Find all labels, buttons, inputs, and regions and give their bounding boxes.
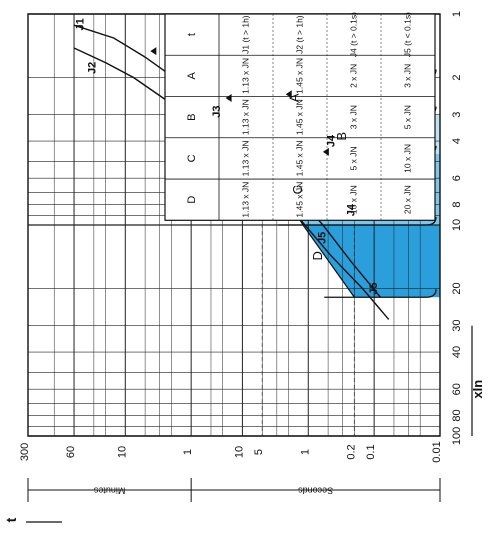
table-cell: 1.13 x JN bbox=[240, 140, 250, 176]
annotation-j2: J2 bbox=[86, 62, 98, 74]
x-tick-label: 30 bbox=[451, 320, 463, 332]
table-header-cell: t bbox=[186, 33, 198, 36]
table-cell: 20 x JN bbox=[402, 185, 412, 214]
y-axis-label: t bbox=[3, 517, 19, 522]
seconds-tick-label: 10 bbox=[233, 446, 245, 458]
region-label-a: A bbox=[286, 93, 301, 102]
minutes-tick-label: 1 bbox=[182, 449, 194, 455]
table-cell: J5 (t < 0.1s) bbox=[402, 12, 412, 57]
arrowhead bbox=[225, 93, 232, 102]
table-frame bbox=[164, 13, 436, 221]
table-cell: J1 (t > 1h) bbox=[240, 15, 250, 54]
annotation-j1: J1 bbox=[74, 18, 86, 30]
table-cell: 10 x JN bbox=[348, 185, 358, 214]
table-cell: 1.45 x JN bbox=[294, 182, 304, 218]
annotation-j4: J4 bbox=[325, 134, 337, 147]
annotation-j3: J3 bbox=[211, 105, 223, 117]
x-tick-label: 2 bbox=[451, 74, 463, 80]
x-axis: 1 2 3 4 6 8 10 20 30 40 60 80 100 xIn bbox=[451, 11, 485, 445]
seconds-tick-label: 0.2 bbox=[345, 444, 357, 459]
minutes-tick-label: 300 bbox=[19, 443, 31, 461]
x-tick-label: 8 bbox=[451, 201, 463, 207]
rating-table: t A B C D J1 (t > 1h) 1.13 x JN 1.13 x JN 1.13 x… bbox=[164, 12, 436, 221]
arrowhead bbox=[285, 90, 292, 99]
seconds-tick-label: 1 bbox=[299, 449, 311, 455]
table-cell: 1.13 x JN bbox=[240, 99, 250, 135]
region-label-c: C bbox=[290, 185, 305, 194]
annotation-j5: J5 bbox=[368, 282, 380, 294]
x-tick-label: 60 bbox=[451, 383, 463, 395]
x-tick-label: 3 bbox=[451, 112, 463, 118]
x-tick-label: 20 bbox=[451, 282, 463, 294]
table-cell: 1.45 x JN bbox=[294, 140, 304, 176]
table-cell: 1.13 x JN bbox=[240, 58, 250, 94]
x-tick-label: 40 bbox=[451, 346, 463, 358]
seconds-tick-label: 0.01 bbox=[431, 441, 443, 462]
x-tick-label: 4 bbox=[451, 138, 463, 144]
table-cell: 5 x JN bbox=[348, 146, 358, 170]
x-tick-label: 100 bbox=[451, 427, 463, 445]
annotation-j4: J4 bbox=[345, 203, 357, 216]
seconds-tick-label: 0.1 bbox=[365, 444, 377, 459]
table-cell: 10 x JN bbox=[402, 144, 412, 173]
annotation-j5: J5 bbox=[316, 232, 328, 244]
region-label-b: B bbox=[334, 132, 349, 141]
table-header-cell: C bbox=[186, 154, 198, 162]
table-cell: 3 x JN bbox=[348, 105, 358, 129]
table-cell: J2 (t > 1h) bbox=[294, 15, 304, 54]
table-header-cell: B bbox=[186, 113, 198, 120]
table-header-cell: A bbox=[186, 72, 198, 80]
x-tick-label: 10 bbox=[451, 219, 463, 231]
annotations-layer: J1 J2 J3 J4 J4 J5 J5 A B C D bbox=[74, 18, 380, 294]
boundary-e bbox=[324, 289, 437, 298]
arrowhead bbox=[150, 47, 157, 56]
boundary-d bbox=[278, 216, 437, 226]
table-cell: J4 (t > 0.1s) bbox=[348, 12, 358, 57]
x-tick-label: 1 bbox=[451, 11, 463, 17]
minutes-tick-label: 60 bbox=[65, 446, 77, 458]
arrowhead bbox=[322, 147, 329, 156]
minutes-tick-label: 10 bbox=[116, 446, 128, 458]
table-cell: 5 x JN bbox=[402, 105, 412, 129]
seconds-tick-label: 5 bbox=[253, 449, 265, 455]
table-cell: 3 x JN bbox=[402, 64, 412, 88]
x-tick-label: 80 bbox=[451, 409, 463, 421]
table-cell: 1.13 x JN bbox=[240, 182, 250, 218]
region-label-d: D bbox=[310, 251, 325, 260]
minutes-label: Minutes bbox=[93, 486, 125, 496]
y-axis: 300 60 10 1 10 5 1 0.2 0.1 0.01 Minutes Seconds t bbox=[3, 441, 443, 523]
table-header-cell: D bbox=[186, 196, 198, 204]
x-tick-label: 6 bbox=[451, 175, 463, 181]
table-cell: 1.45 x JN bbox=[294, 58, 304, 94]
x-axis-label: xIn bbox=[470, 380, 485, 399]
table-cell: 2 x JN bbox=[348, 64, 358, 88]
seconds-label: Seconds bbox=[298, 486, 334, 496]
table-cell: 1.45 x JN bbox=[294, 99, 304, 135]
